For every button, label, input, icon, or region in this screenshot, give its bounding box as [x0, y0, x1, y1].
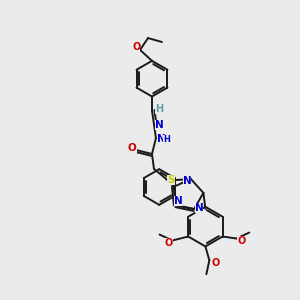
Text: N: N: [195, 203, 203, 213]
Text: O: O: [211, 258, 219, 268]
Text: O: O: [128, 143, 136, 153]
Text: N: N: [157, 134, 165, 144]
Text: N: N: [154, 120, 163, 130]
Text: N: N: [183, 176, 191, 186]
Text: H: H: [155, 104, 163, 114]
Text: O: O: [164, 238, 172, 248]
Text: H: H: [164, 135, 170, 144]
Text: O: O: [237, 236, 245, 247]
Text: S: S: [167, 175, 175, 185]
Text: N: N: [175, 196, 183, 206]
Text: O: O: [132, 42, 140, 52]
